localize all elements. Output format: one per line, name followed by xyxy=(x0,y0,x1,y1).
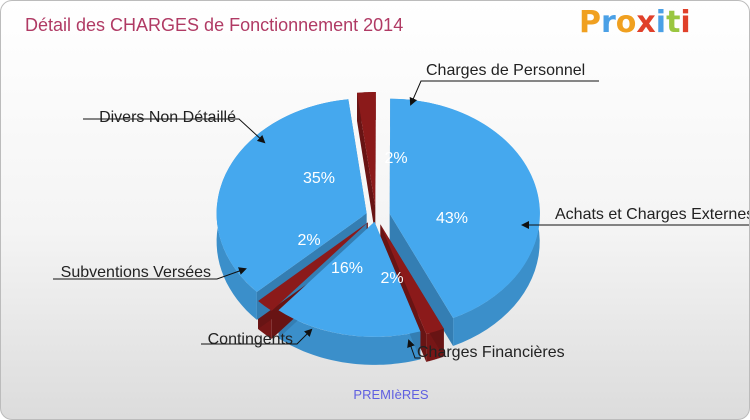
slice-value-label: 2% xyxy=(384,150,407,167)
slice-face xyxy=(389,213,454,346)
slice-value-label: 16% xyxy=(331,260,363,277)
leader-line xyxy=(53,267,247,280)
pie-slice xyxy=(389,98,540,318)
slice-side xyxy=(278,310,421,365)
logo-letter: t xyxy=(666,5,681,40)
leader-line xyxy=(409,80,599,106)
slice-name-label: Subventions Versées xyxy=(61,264,211,281)
slice-value-label: 2% xyxy=(380,270,403,287)
slice-value-label: 35% xyxy=(303,170,335,187)
slice-name-label: Achats et Charges Externes xyxy=(555,206,750,223)
logo-letter: i xyxy=(680,5,691,40)
logo-letter: i xyxy=(655,5,667,40)
logo-letter: o xyxy=(615,5,637,40)
x-axis-label: PREMIèRES xyxy=(353,387,429,402)
logo-letter: x xyxy=(636,5,656,40)
leader-line xyxy=(407,339,421,359)
slice-face xyxy=(375,92,376,236)
pie-labels: 2% Charges de Personnel 43% Achats et Charg… xyxy=(53,62,750,361)
slice-value-label: 43% xyxy=(436,210,468,227)
logo-letter: P xyxy=(579,5,601,40)
slice-name-label: Contingents xyxy=(208,331,293,348)
pie-slice xyxy=(278,221,421,337)
leader-line xyxy=(201,328,313,345)
slice-name-label: Charges Financières xyxy=(417,344,565,361)
leader-line xyxy=(83,118,266,144)
slice-value-label: 2% xyxy=(297,232,320,249)
slice-name-label: Charges de Personnel xyxy=(426,62,585,79)
proxiti-logo: Proxiti xyxy=(579,5,691,40)
pie-slice xyxy=(216,99,367,292)
pie-tops xyxy=(216,91,540,337)
pie-slice xyxy=(357,91,376,208)
slice-name-label: Divers Non Détaillé xyxy=(99,109,236,126)
pie-slice xyxy=(380,224,444,334)
chart-title: Détail des CHARGES de Fonctionnement 201… xyxy=(25,15,404,35)
pie-slice xyxy=(258,222,368,311)
logo-letter: r xyxy=(601,5,616,40)
slice-face xyxy=(357,92,376,236)
